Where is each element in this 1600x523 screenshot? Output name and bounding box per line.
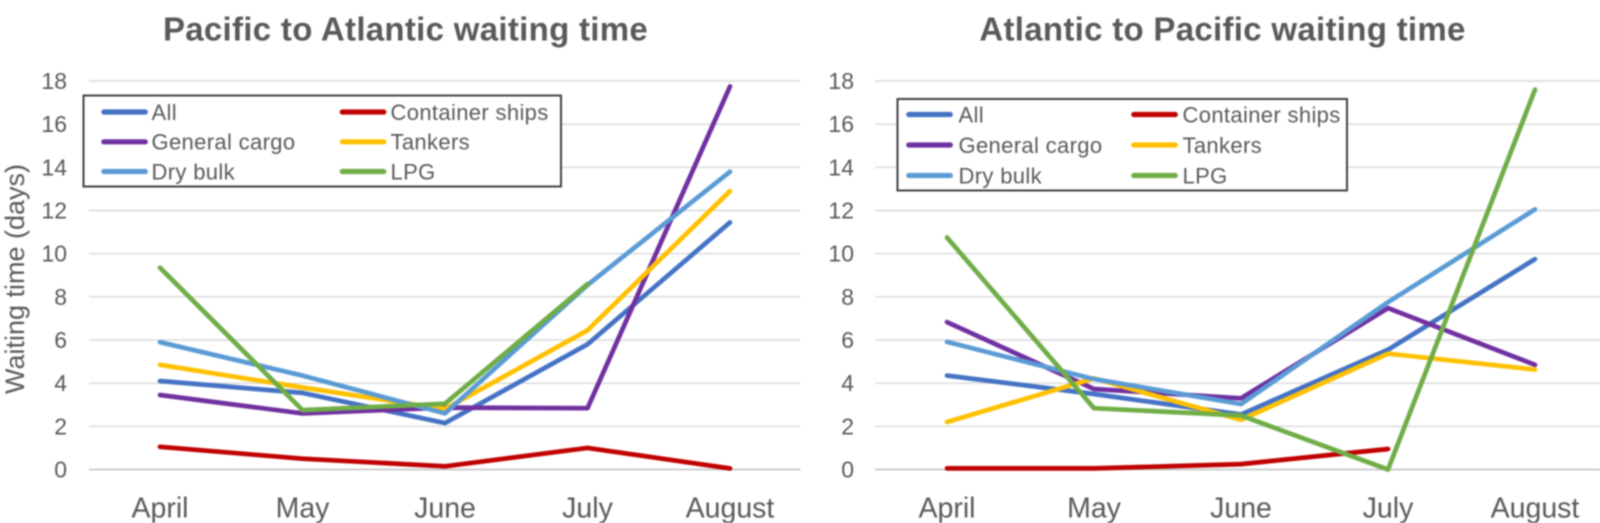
svg-text:General cargo: General cargo [959, 133, 1103, 158]
svg-text:Tankers: Tankers [391, 130, 470, 155]
svg-text:18: 18 [828, 68, 854, 94]
svg-text:0: 0 [54, 457, 67, 483]
svg-text:Tankers: Tankers [1183, 133, 1262, 158]
svg-text:10: 10 [41, 241, 67, 267]
svg-text:Dry bulk: Dry bulk [959, 163, 1043, 188]
svg-text:May: May [276, 493, 331, 523]
svg-text:4: 4 [841, 370, 854, 396]
svg-text:June: June [1210, 493, 1272, 523]
svg-text:Atlantic to Pacific waiting ti: Atlantic to Pacific waiting time [979, 11, 1465, 48]
svg-text:All: All [152, 100, 178, 125]
svg-text:LPG: LPG [1183, 163, 1228, 188]
svg-text:August: August [1491, 493, 1580, 523]
svg-text:Waiting time (days): Waiting time (days) [0, 164, 30, 394]
svg-text:8: 8 [841, 284, 854, 310]
svg-text:April: April [131, 493, 188, 523]
svg-text:July: July [1363, 493, 1414, 523]
svg-text:6: 6 [54, 327, 67, 353]
svg-text:8: 8 [54, 284, 67, 310]
svg-text:10: 10 [828, 241, 854, 267]
svg-text:Container ships: Container ships [1183, 102, 1341, 127]
svg-text:2: 2 [841, 413, 854, 439]
svg-text:16: 16 [828, 111, 854, 137]
svg-text:Pacific to Atlantic waiting ti: Pacific to Atlantic waiting time [163, 11, 648, 48]
svg-text:All: All [959, 102, 985, 127]
svg-text:12: 12 [41, 198, 67, 224]
svg-text:Dry bulk: Dry bulk [152, 159, 236, 184]
svg-text:General cargo: General cargo [152, 130, 296, 155]
svg-text:16: 16 [41, 111, 67, 137]
svg-text:April: April [918, 493, 975, 523]
svg-text:May: May [1067, 493, 1122, 523]
svg-text:12: 12 [828, 198, 854, 224]
svg-text:4: 4 [54, 370, 67, 396]
svg-text:18: 18 [41, 68, 67, 94]
svg-text:August: August [686, 493, 775, 523]
svg-text:6: 6 [841, 327, 854, 353]
svg-text:2: 2 [54, 413, 67, 439]
svg-text:June: June [414, 493, 476, 523]
svg-text:0: 0 [841, 457, 854, 483]
svg-text:July: July [562, 493, 613, 523]
svg-text:14: 14 [828, 154, 854, 180]
svg-text:LPG: LPG [391, 159, 436, 184]
svg-text:14: 14 [41, 154, 67, 180]
svg-text:Container ships: Container ships [391, 100, 549, 125]
